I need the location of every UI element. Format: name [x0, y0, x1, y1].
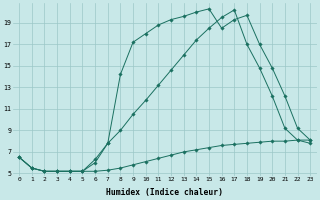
X-axis label: Humidex (Indice chaleur): Humidex (Indice chaleur) — [106, 188, 223, 197]
